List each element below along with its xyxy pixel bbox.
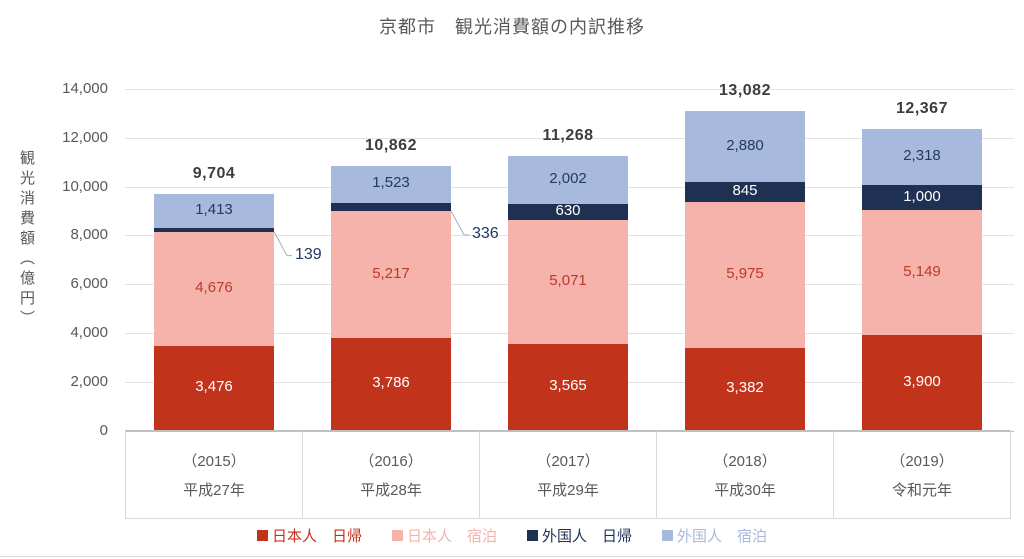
bar-segment-label: 1,000 [903, 187, 941, 205]
legend-label: 日本人 日帰 [271, 528, 362, 545]
x-category-cell: （2019） 令和元年 [834, 431, 1011, 518]
bar-segment [331, 210, 451, 339]
x-category-year: （2019） [890, 452, 954, 470]
x-category-cell: （2017） 平成29年 [480, 431, 657, 518]
bar-total-label: 13,082 [719, 82, 771, 100]
bar-total-label: 9,704 [192, 164, 236, 182]
x-category-era: 平成27年 [183, 481, 245, 499]
legend-item: 日本人 日帰 [256, 525, 362, 546]
bar-segment [508, 204, 628, 220]
bar-segment [508, 343, 628, 431]
y-tick-label: 6,000 [70, 275, 108, 293]
bottom-divider [0, 556, 1024, 557]
bar-segment [862, 209, 982, 336]
x-axis-line [125, 430, 1014, 432]
grid-line [125, 89, 1014, 90]
bar-segment [331, 202, 451, 211]
bar-segment-label: 3,900 [903, 372, 941, 390]
x-category-year: （2015） [182, 452, 246, 470]
bar-segment [685, 348, 805, 431]
x-category-year: （2018） [713, 452, 777, 470]
bar-segment [508, 219, 628, 344]
bar-segment-label: 4,676 [195, 278, 233, 296]
y-tick-label: 0 [99, 421, 108, 439]
bar-segment-label: 2,318 [903, 147, 941, 165]
bar-segment-label: 845 [732, 181, 758, 199]
x-category-cell: （2015） 平成27年 [125, 431, 303, 518]
bar-segment [685, 181, 805, 203]
bar-segment [154, 193, 274, 229]
bar-total-label: 10,862 [365, 136, 417, 154]
bar-segment [685, 111, 805, 182]
bar-segment [331, 338, 451, 431]
bar-segment [862, 185, 982, 210]
y-axis-title: 観光消費額（億円） [18, 150, 35, 330]
x-category-year: （2017） [536, 452, 600, 470]
bar-segment [685, 202, 805, 348]
x-category-era: 令和元年 [891, 481, 952, 499]
bar-segment-label: 1,413 [195, 201, 233, 219]
bar-segment-label: 5,975 [726, 265, 764, 283]
grid-line [125, 137, 1014, 139]
x-category-era: 平成28年 [360, 481, 422, 499]
bar-segment-label: 2,002 [549, 170, 587, 188]
legend-item: 日本人 宿泊 [391, 525, 497, 546]
bar-segment [862, 335, 982, 431]
x-category-year: （2016） [359, 452, 423, 470]
legend-label: 日本人 宿泊 [406, 528, 497, 545]
bar-segment [154, 231, 274, 346]
bar-segment-label: 5,149 [903, 262, 941, 280]
y-tick-label: 12,000 [62, 128, 108, 146]
callout-label: 336 [472, 224, 499, 242]
bar-segment-label: 1,523 [372, 174, 410, 192]
legend-item: 外国人 宿泊 [662, 525, 767, 546]
chart-title: 京都市 観光消費額の内訳推移 [379, 17, 645, 37]
callout-line [450, 210, 469, 236]
legend-swatch [662, 530, 674, 541]
legend-swatch [391, 530, 403, 541]
bar-segment-label: 5,217 [372, 264, 410, 282]
x-category-era: 平成29年 [537, 481, 599, 499]
legend-label: 外国人 日帰 [542, 528, 633, 545]
y-tick-label: 2,000 [70, 372, 108, 390]
x-category-cell: （2016） 平成28年 [303, 431, 480, 518]
y-tick-label: 10,000 [62, 177, 108, 195]
bar-total-label: 12,367 [896, 99, 948, 117]
bar-segment-label: 3,382 [726, 379, 764, 397]
x-axis: （2015） 平成27年 （2016） 平成28年 （2017） 平成29年 （2018） 平… [125, 430, 1011, 519]
legend-label: 外国人 宿泊 [677, 528, 768, 545]
bar-segment [862, 128, 982, 186]
y-tick-label: 8,000 [70, 226, 108, 244]
bar-total-label: 11,268 [542, 126, 594, 144]
x-category-cell: （2018） 平成30年 [657, 431, 834, 518]
bar-segment-label: 3,565 [549, 377, 587, 395]
bar-segment [154, 345, 274, 431]
y-tick-label: 14,000 [62, 80, 108, 97]
bar-segment-label: 3,786 [372, 374, 410, 392]
callout-label: 139 [295, 245, 322, 263]
bar-segment-label: 5,071 [549, 271, 587, 289]
bar-segment-label: 3,476 [195, 378, 233, 396]
bar-segment [508, 155, 628, 205]
legend-swatch [256, 530, 268, 541]
bar-segment-label: 630 [555, 202, 581, 220]
y-tick-label: 4,000 [70, 323, 108, 341]
legend-swatch [527, 530, 538, 541]
bar-segment [331, 165, 451, 203]
legend-item: 外国人 日帰 [527, 525, 632, 546]
bar-segment [154, 228, 274, 232]
x-category-era: 平成30年 [714, 481, 776, 499]
legend: 日本人 日帰 日本人 宿泊 外国人 日帰 外国人 宿泊 [0, 525, 1024, 546]
bar-segment-label: 2,880 [726, 136, 764, 154]
